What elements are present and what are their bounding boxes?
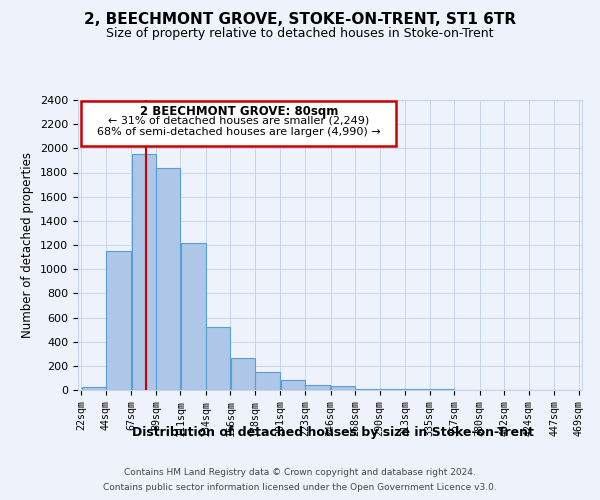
Text: ← 31% of detached houses are smaller (2,249): ← 31% of detached houses are smaller (2,… bbox=[108, 116, 370, 126]
Bar bbox=[255, 372, 280, 390]
Bar bbox=[305, 384, 331, 390]
Bar bbox=[331, 386, 355, 390]
Bar bbox=[106, 251, 131, 390]
Text: 2 BEECHMONT GROVE: 80sqm: 2 BEECHMONT GROVE: 80sqm bbox=[140, 106, 338, 118]
Text: Contains public sector information licensed under the Open Government Licence v3: Contains public sector information licen… bbox=[103, 483, 497, 492]
Text: 2, BEECHMONT GROVE, STOKE-ON-TRENT, ST1 6TR: 2, BEECHMONT GROVE, STOKE-ON-TRENT, ST1 … bbox=[84, 12, 516, 28]
Bar bbox=[131, 154, 155, 390]
Text: Size of property relative to detached houses in Stoke-on-Trent: Size of property relative to detached ho… bbox=[106, 28, 494, 40]
Text: 68% of semi-detached houses are larger (4,990) →: 68% of semi-detached houses are larger (… bbox=[97, 127, 380, 137]
Bar bbox=[156, 168, 180, 390]
Bar bbox=[181, 242, 206, 390]
Bar bbox=[281, 380, 305, 390]
Bar bbox=[380, 389, 405, 390]
Text: Contains HM Land Registry data © Crown copyright and database right 2024.: Contains HM Land Registry data © Crown c… bbox=[124, 468, 476, 477]
Text: Distribution of detached houses by size in Stoke-on-Trent: Distribution of detached houses by size … bbox=[132, 426, 534, 439]
Bar bbox=[206, 327, 230, 390]
Bar bbox=[82, 100, 396, 146]
Bar bbox=[82, 387, 106, 390]
Y-axis label: Number of detached properties: Number of detached properties bbox=[22, 152, 34, 338]
Bar bbox=[230, 358, 254, 390]
